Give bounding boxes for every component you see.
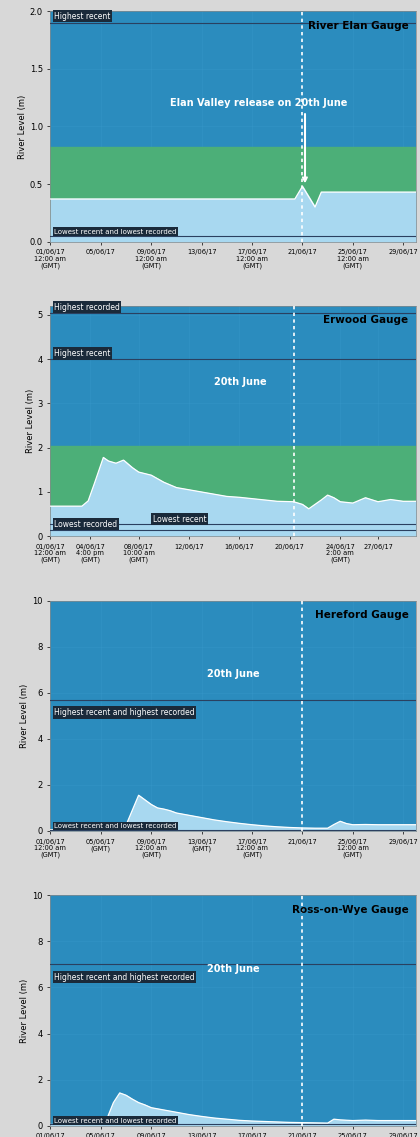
Y-axis label: River Level (m): River Level (m) xyxy=(26,389,34,454)
Text: Lowest recent and lowest recorded: Lowest recent and lowest recorded xyxy=(54,823,176,829)
Text: Highest recorded: Highest recorded xyxy=(54,302,120,312)
Text: Lowest recent and lowest recorded: Lowest recent and lowest recorded xyxy=(54,229,176,234)
Text: River Elan Gauge: River Elan Gauge xyxy=(308,20,409,31)
Text: Highest recent: Highest recent xyxy=(54,11,110,20)
Text: Erwood Gauge: Erwood Gauge xyxy=(323,315,409,325)
Y-axis label: River Level (m): River Level (m) xyxy=(18,94,27,158)
Bar xyxy=(50,147,416,235)
Text: Ross-on-Wye Gauge: Ross-on-Wye Gauge xyxy=(292,905,409,914)
Text: Lowest recorded: Lowest recorded xyxy=(54,520,117,529)
Text: Elan Valley release on 20th June: Elan Valley release on 20th June xyxy=(170,99,347,181)
Text: Highest recent: Highest recent xyxy=(54,349,110,358)
Text: Lowest recent and lowest recorded: Lowest recent and lowest recorded xyxy=(54,1118,176,1123)
Text: Hereford Gauge: Hereford Gauge xyxy=(315,609,409,620)
Y-axis label: River Level (m): River Level (m) xyxy=(21,979,29,1043)
Y-axis label: River Level (m): River Level (m) xyxy=(21,683,29,748)
Text: Highest recent and highest recorded: Highest recent and highest recorded xyxy=(54,973,195,981)
Text: 20th June: 20th June xyxy=(207,964,260,974)
Bar xyxy=(50,446,416,524)
Text: 20th June: 20th June xyxy=(214,377,267,387)
Text: 20th June: 20th June xyxy=(207,670,260,680)
Text: Lowest recent: Lowest recent xyxy=(153,515,206,524)
Text: Highest recent and highest recorded: Highest recent and highest recorded xyxy=(54,708,195,717)
